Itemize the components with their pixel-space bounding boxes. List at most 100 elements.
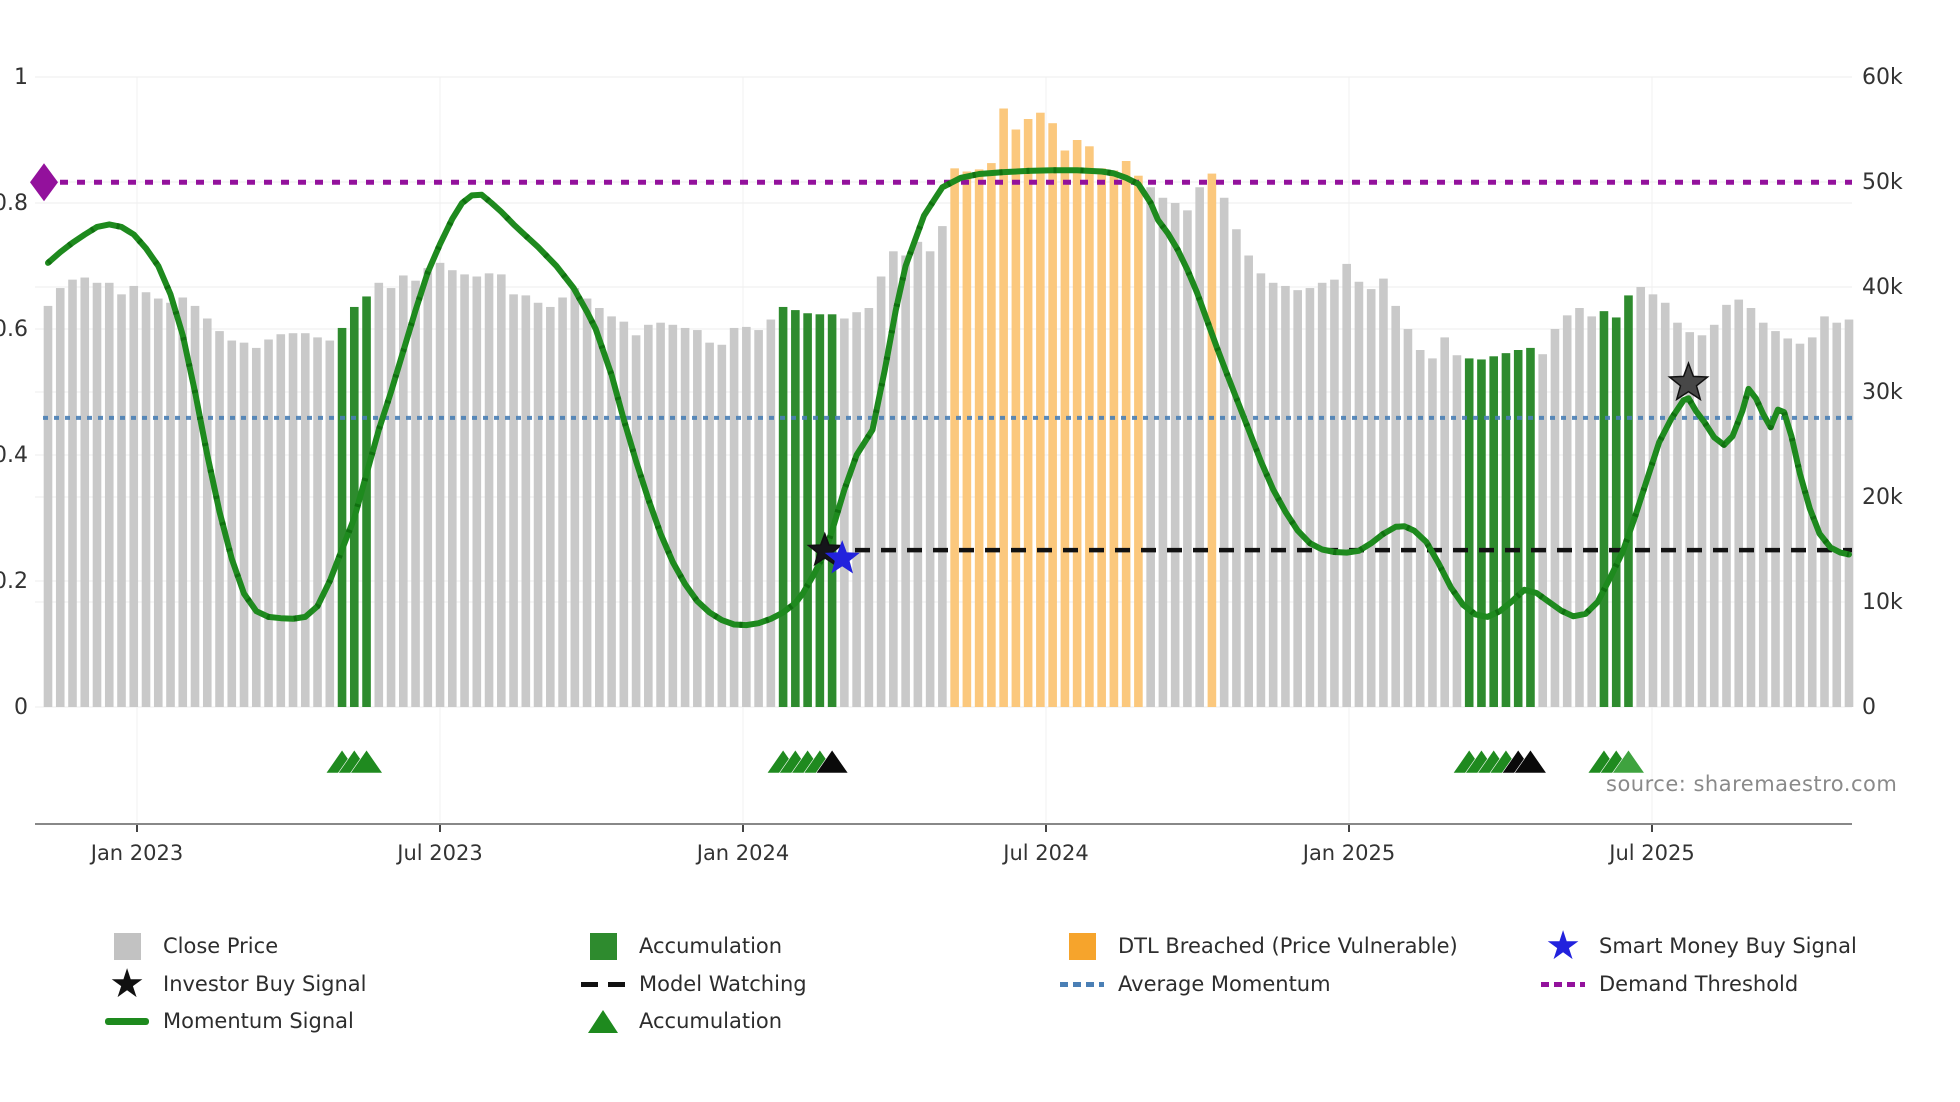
y-right-tick-label: 0 [1862,695,1876,720]
accumulation-triangle-icon [1611,749,1646,774]
close-price-bar [1587,316,1597,707]
dtl-breached-bar [1109,170,1119,707]
close-price-bar [1305,288,1315,707]
accumulation-bar [1477,359,1486,707]
y-left-tick-label: 0.8 [0,191,28,216]
close-price-bar [1660,302,1670,707]
close-price-bar [1550,329,1560,707]
dtl-breached-bar [950,168,959,708]
close-price-bar [754,330,763,707]
blue-dots-icon [1060,981,1104,987]
accumulation-bar [815,314,825,707]
accumulation-bar [1513,350,1523,707]
y-left-tick-label: 0 [14,695,28,720]
close-price-bar [705,342,714,707]
close-price-bar [680,327,690,707]
smart-money-star-icon [824,540,860,574]
legend-item-demand-threshold[interactable]: Demand Threshold [1541,966,1798,1002]
dtl-breached-bar [999,108,1008,707]
close-price-bar [717,344,727,707]
close-price-bar [742,326,751,707]
close-price-bar [876,276,886,707]
legend-label: Close Price [163,934,279,958]
dtl-breached-bar [1121,161,1131,707]
legend-item-close-price[interactable]: Close Price [105,928,278,964]
close-price-bar [435,262,445,707]
dtl-breached-bar [1023,119,1033,707]
y-right-tick-label: 60k [1862,65,1903,90]
green-line-icon [105,1017,149,1025]
legend-item-average-momentum[interactable]: Average Momentum [1060,966,1331,1002]
close-price-bar [889,251,898,708]
source-credit: source: sharemaestro.com [1606,772,1898,796]
close-price-bar [1293,290,1302,707]
legend-label: DTL Breached (Price Vulnerable) [1118,934,1458,958]
close-price-bar [1244,255,1253,707]
close-price-bar [938,226,947,707]
close-price-bar [1746,308,1756,707]
investor-buy-star-icon [806,531,843,567]
close-price-bar [386,288,396,707]
legend-item-momentum-signal[interactable]: Momentum Signal [105,1003,354,1039]
close-price-bar [631,335,641,707]
legend-label: Investor Buy Signal [163,972,367,996]
dtl-breached-bar [1048,123,1057,707]
price-momentum-chart[interactable]: Jan 2023 Jul 2023 Jan 2024 Jul 2024 Jan 2025… [0,0,1960,900]
close-price-bar [1697,335,1707,707]
close-price-bar [104,282,114,707]
accumulation-bar [1599,311,1609,707]
close-price-bar [68,279,77,707]
accumulation-triangle-icon [1513,749,1548,774]
close-price-bar [607,316,616,707]
close-price-bar [766,319,776,707]
close-price-bar [497,274,506,707]
close-price-bar [1685,332,1695,707]
close-price-bar [1379,278,1388,707]
close-price-bar [693,330,702,707]
close-price-bar [1428,358,1437,707]
close-price-bar [325,340,335,707]
close-price-bar [1354,281,1364,707]
legend-item-investor-buy[interactable]: ★ Investor Buy Signal [105,964,367,1004]
close-price-bar [1709,324,1719,707]
legend-item-smart-money[interactable]: ★ Smart Money Buy Signal [1541,926,1857,966]
green-triangle-icon [581,1009,625,1033]
close-price-bar [558,297,567,707]
legend-label: Momentum Signal [163,1009,354,1033]
close-price-bar [1391,305,1400,707]
y-right-tick-label: 40k [1862,275,1903,300]
close-price-bar [644,324,653,707]
legend-item-accumulation-triangle[interactable]: Accumulation [581,1003,782,1039]
close-price-bar [251,347,261,707]
close-price-bar [423,268,433,707]
legend-item-model-watching[interactable]: Model Watching [581,966,807,1002]
close-price-bar [1758,322,1768,707]
close-price-bar [129,285,139,707]
x-tick-label: Jan 2023 [89,841,184,865]
close-price-bar [313,337,322,707]
close-price-bar [913,241,923,707]
close-price-bar [276,334,286,707]
legend-item-dtl-breached[interactable]: DTL Breached (Price Vulnerable) [1060,928,1458,964]
investor-buy-star-icon [1667,361,1710,402]
legend-label: Model Watching [639,972,807,996]
dtl-breached-bar [1097,168,1106,708]
close-price-bar [43,305,53,707]
close-price-bar [1232,229,1241,707]
accumulation-bar [791,310,800,707]
accumulation-bar [1624,295,1633,707]
dtl-breached-bar [962,171,972,707]
close-price-bar [582,298,592,707]
close-price-bar [1330,279,1339,707]
close-price-bar [1562,315,1572,707]
legend-item-accumulation-bar[interactable]: Accumulation [581,928,782,964]
accumulation-bar [827,314,837,707]
close-price-bar [925,251,935,708]
close-price-bar [153,298,163,707]
legend-label: Accumulation [639,1009,783,1033]
close-price-bar [1538,354,1548,707]
purple-dots-icon [1541,981,1585,987]
close-price-bar [1183,210,1192,707]
accumulation-bar [778,306,788,707]
